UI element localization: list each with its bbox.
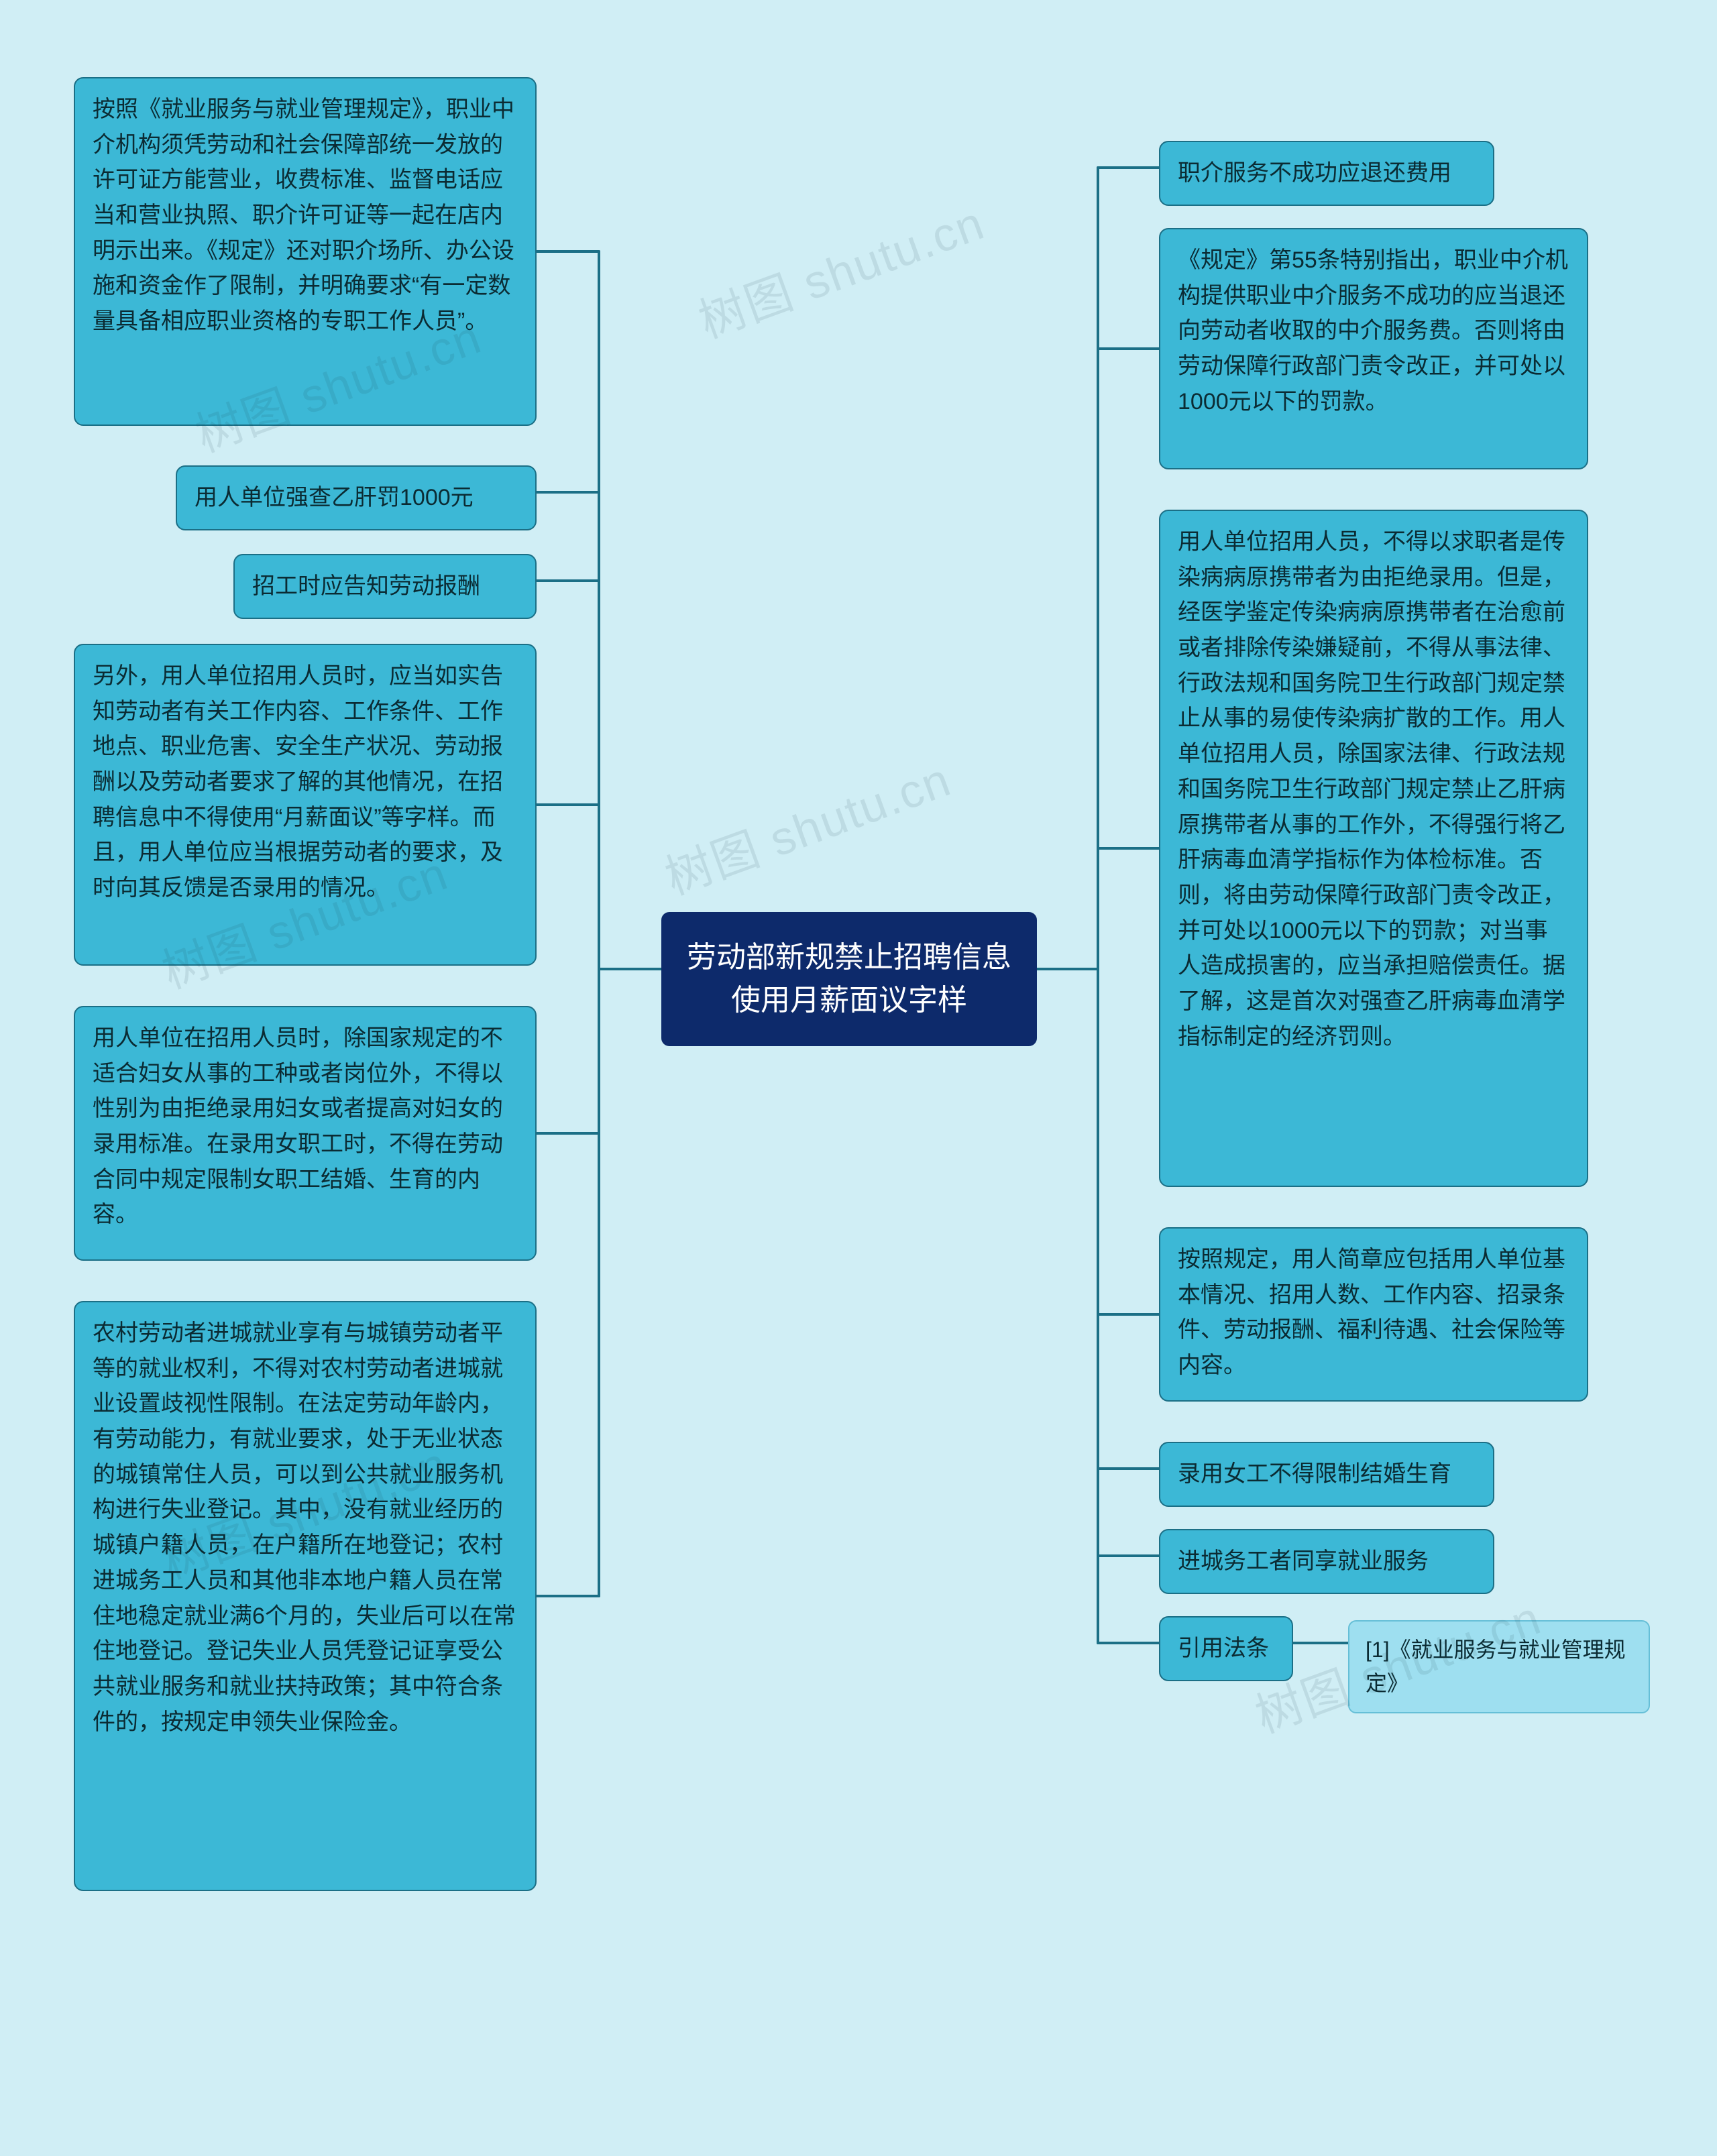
right-node-4: 按照规定，用人简章应包括用人单位基本情况、招用人数、工作内容、招录条件、劳动报酬… [1159,1227,1588,1402]
right-node-6: 进城务工者同享就业服务 [1159,1529,1494,1594]
right-node-3: 用人单位招用人员，不得以求职者是传染病病原携带者为由拒绝录用。但是，经医学鉴定传… [1159,510,1588,1187]
root-node: 劳动部新规禁止招聘信息使用月薪面议字样 [661,912,1037,1046]
right-node-7: 引用法条 [1159,1616,1293,1681]
mindmap-stage: 劳动部新规禁止招聘信息使用月薪面议字样 按照《就业服务与就业管理规定》，职业中介… [0,0,1717,2156]
right-node-5: 录用女工不得限制结婚生育 [1159,1442,1494,1507]
left-node-2: 用人单位强查乙肝罚1000元 [176,465,537,530]
watermark: 树图 shutu.cn [655,742,959,908]
right-node-2: 《规定》第55条特别指出，职业中介机构提供职业中介服务不成功的应当退还向劳动者收… [1159,228,1588,469]
right-node-7-leaf: [1]《就业服务与就业管理规定》 [1348,1620,1650,1713]
left-node-4: 另外，用人单位招用人员时，应当如实告知劳动者有关工作内容、工作条件、工作地点、职… [74,644,537,966]
left-node-3: 招工时应告知劳动报酬 [233,554,537,619]
left-node-5: 用人单位在招用人员时，除国家规定的不适合妇女从事的工种或者岗位外，不得以性别为由… [74,1006,537,1261]
watermark: 树图 shutu.cn [688,186,993,351]
left-node-6: 农村劳动者进城就业享有与城镇劳动者平等的就业权利，不得对农村劳动者进城就业设置歧… [74,1301,537,1891]
left-node-1: 按照《就业服务与就业管理规定》，职业中介机构须凭劳动和社会保障部统一发放的许可证… [74,77,537,426]
right-node-1: 职介服务不成功应退还费用 [1159,141,1494,206]
